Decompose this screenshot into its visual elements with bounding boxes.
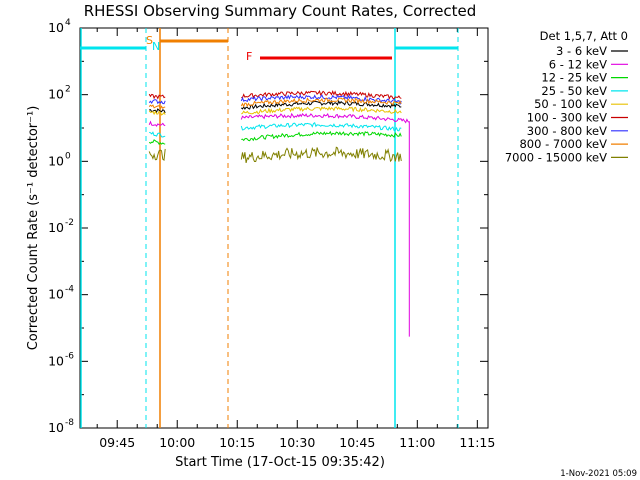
legend-label: 50 - 100 keV: [534, 97, 607, 111]
series-line-5-segment-1: [241, 89, 402, 100]
legend-label: 6 - 12 keV: [549, 57, 607, 71]
series-line-1-segment-0: [148, 120, 166, 127]
annotation-s: S: [146, 34, 153, 47]
x-tick-label: 10:15: [219, 435, 255, 450]
y-tick-label: 10: [48, 420, 64, 435]
y-tick-exponent: 4: [65, 18, 71, 28]
series-line-0-segment-1: [240, 99, 402, 110]
x-tick-label: 09:45: [99, 435, 135, 450]
y-tick-exponent: 0: [65, 151, 71, 161]
timestamp-stamp: 1-Nov-2021 05:09: [560, 469, 637, 479]
legend-label: 25 - 50 keV: [541, 84, 607, 98]
legend-label: 7000 - 15000 keV: [505, 150, 607, 164]
x-axis-label: Start Time (17-Oct-15 09:35:42): [175, 455, 385, 470]
x-tick-label: 10:30: [279, 435, 315, 450]
series-line-2-segment-0: [148, 139, 166, 146]
series-line-5-segment-0: [148, 93, 166, 100]
legend-label: 3 - 6 keV: [556, 44, 607, 58]
series-line-8-segment-1: [240, 146, 402, 164]
y-tick-label: 10: [48, 87, 64, 102]
observing-intervals: S N F: [80, 28, 459, 428]
plot-frame: [79, 27, 489, 429]
x-tick-label: 10:45: [339, 435, 375, 450]
y-tick-label: 10: [48, 353, 64, 368]
y-tick-label: 10: [48, 153, 64, 168]
y-tick-label: 10: [48, 20, 64, 35]
series-line-3-segment-1: [240, 122, 402, 132]
y-tick-exponent: -6: [65, 351, 74, 361]
y-axis-label: Corrected Count Rate (s⁻¹ detector⁻¹): [26, 106, 41, 351]
annotation-n: N: [152, 40, 160, 53]
series-line-6-segment-1: [240, 94, 402, 106]
series-line-8-segment-0: [148, 148, 166, 162]
series-line-7-segment-0: [148, 104, 166, 111]
legend-label: 300 - 800 keV: [527, 124, 607, 138]
legend-label: 12 - 25 keV: [541, 71, 607, 85]
series-line-4-segment-0: [148, 110, 166, 116]
y-tick-label: 10: [48, 287, 64, 302]
series-line-4-segment-1: [241, 106, 402, 115]
legend-title: Det 1,5,7, Att 0: [540, 29, 628, 43]
annotation-f: F: [246, 50, 252, 63]
y-tick-exponent: -4: [65, 285, 74, 295]
series-line-6-segment-0: [148, 99, 166, 105]
y-tick-label: 10: [48, 220, 64, 235]
chart-title: RHESSI Observing Summary Count Rates, Co…: [84, 2, 477, 20]
legend-label: 100 - 300 keV: [527, 111, 607, 125]
series-line-1-segment-1: [240, 112, 410, 124]
series-line-2-segment-1: [241, 130, 402, 142]
y-tick-exponent: -8: [65, 418, 74, 428]
x-tick-label: 10:00: [159, 435, 195, 450]
y-tick-exponent: 2: [65, 85, 71, 95]
x-tick-label: 11:00: [399, 435, 435, 450]
x-tick-label: 11:15: [459, 435, 495, 450]
series-line-3-segment-0: [149, 131, 166, 138]
series-line-7-segment-1: [240, 97, 402, 108]
legend-label: 800 - 7000 keV: [519, 137, 607, 151]
y-tick-exponent: -2: [65, 218, 74, 228]
series-group: [148, 89, 410, 337]
